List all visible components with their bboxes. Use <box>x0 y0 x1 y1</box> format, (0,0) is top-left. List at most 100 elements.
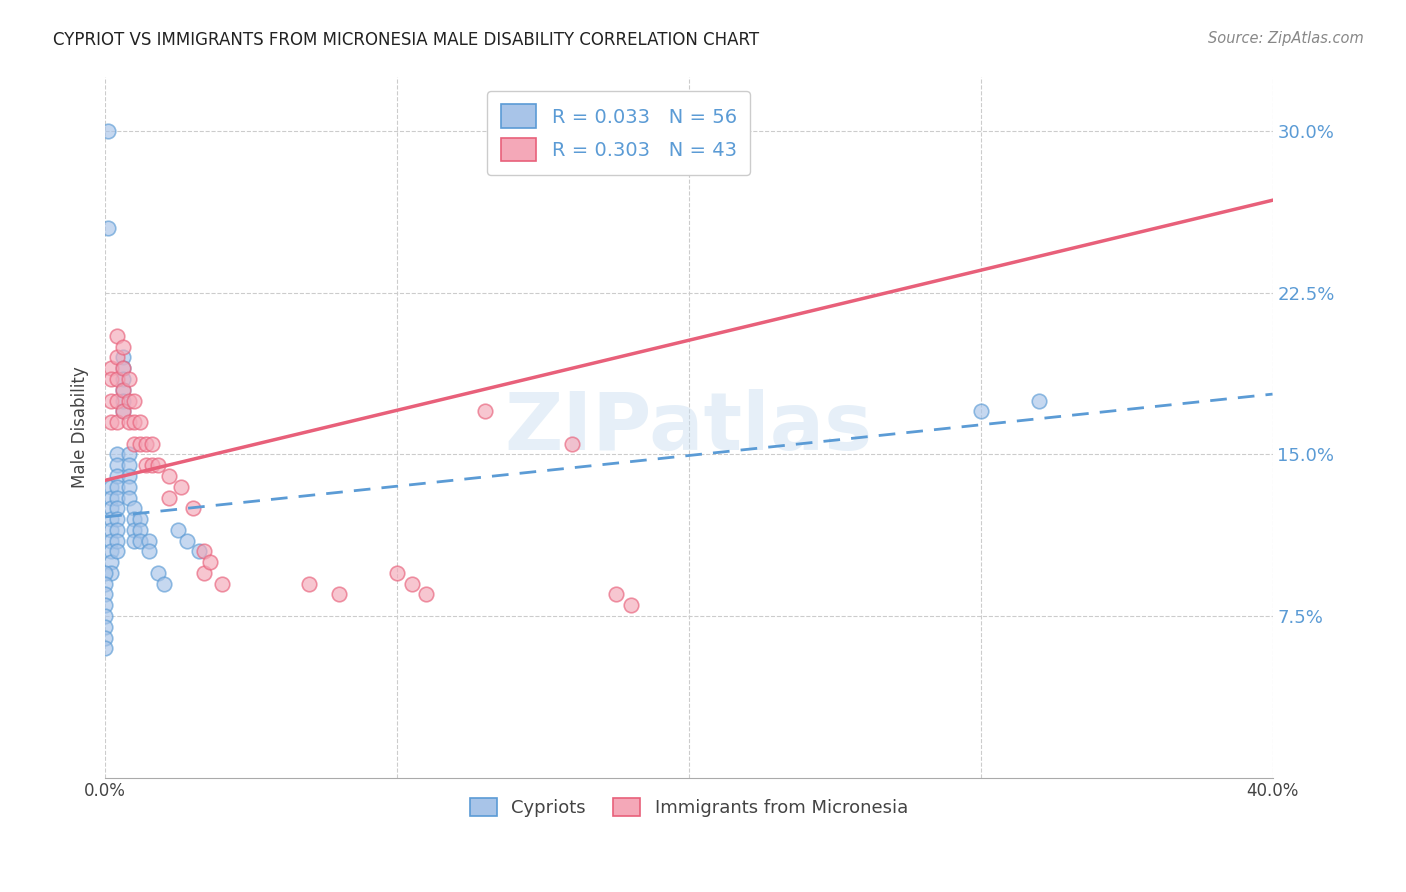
Point <box>619 599 641 613</box>
Point <box>105 329 128 343</box>
Point <box>211 576 233 591</box>
Point <box>111 383 134 397</box>
Point <box>129 523 152 537</box>
Point <box>100 361 122 376</box>
Point <box>105 512 128 526</box>
Point <box>100 566 122 580</box>
Point <box>111 351 134 365</box>
Point <box>94 599 117 613</box>
Point <box>129 512 152 526</box>
Point <box>100 555 122 569</box>
Point <box>105 501 128 516</box>
Point <box>117 393 139 408</box>
Point <box>94 566 117 580</box>
Point <box>111 404 134 418</box>
Point <box>157 491 180 505</box>
Point <box>117 447 139 461</box>
Point <box>124 533 146 548</box>
Point <box>97 124 120 138</box>
Point <box>152 576 174 591</box>
Point <box>94 641 117 656</box>
Point <box>117 415 139 429</box>
Point <box>117 469 139 483</box>
Point <box>105 351 128 365</box>
Text: Source: ZipAtlas.com: Source: ZipAtlas.com <box>1208 31 1364 46</box>
Point <box>105 480 128 494</box>
Point <box>111 340 134 354</box>
Point <box>187 544 209 558</box>
Y-axis label: Male Disability: Male Disability <box>72 367 89 489</box>
Legend: Cypriots, Immigrants from Micronesia: Cypriots, Immigrants from Micronesia <box>463 790 915 824</box>
Point <box>94 609 117 624</box>
Point <box>117 458 139 473</box>
Point <box>176 533 198 548</box>
Point <box>111 361 134 376</box>
Point <box>111 361 134 376</box>
Point <box>105 415 128 429</box>
Point <box>100 491 122 505</box>
Text: CYPRIOT VS IMMIGRANTS FROM MICRONESIA MALE DISABILITY CORRELATION CHART: CYPRIOT VS IMMIGRANTS FROM MICRONESIA MA… <box>53 31 759 49</box>
Point <box>111 404 134 418</box>
Point <box>124 523 146 537</box>
Point <box>94 620 117 634</box>
Point <box>124 436 146 450</box>
Point <box>157 469 180 483</box>
Point <box>135 436 157 450</box>
Point <box>401 576 423 591</box>
Point <box>117 491 139 505</box>
Point <box>100 501 122 516</box>
Point <box>193 566 215 580</box>
Point <box>298 576 321 591</box>
Point <box>100 544 122 558</box>
Point <box>105 491 128 505</box>
Point <box>1028 393 1050 408</box>
Point <box>181 501 204 516</box>
Point <box>94 631 117 645</box>
Point <box>605 587 627 601</box>
Point <box>146 458 169 473</box>
Point <box>105 447 128 461</box>
Point <box>105 393 128 408</box>
Point <box>167 523 190 537</box>
Point <box>94 587 117 601</box>
Point <box>100 523 122 537</box>
Point <box>193 544 215 558</box>
Point <box>100 480 122 494</box>
Point <box>129 415 152 429</box>
Point <box>105 523 128 537</box>
Point <box>146 566 169 580</box>
Point <box>415 587 437 601</box>
Point <box>105 469 128 483</box>
Point <box>328 587 350 601</box>
Point <box>141 458 163 473</box>
Point <box>561 436 583 450</box>
Point <box>117 372 139 386</box>
Point <box>135 458 157 473</box>
Point <box>124 512 146 526</box>
Point <box>100 415 122 429</box>
Point <box>124 415 146 429</box>
Point <box>170 480 193 494</box>
Point <box>111 372 134 386</box>
Point <box>124 393 146 408</box>
Point <box>111 383 134 397</box>
Point <box>970 404 993 418</box>
Point <box>105 544 128 558</box>
Point <box>105 372 128 386</box>
Point <box>117 480 139 494</box>
Point <box>105 533 128 548</box>
Point <box>129 533 152 548</box>
Point <box>138 544 160 558</box>
Point <box>97 221 120 235</box>
Point <box>385 566 408 580</box>
Point <box>200 555 222 569</box>
Point <box>474 404 496 418</box>
Point <box>100 372 122 386</box>
Point <box>129 436 152 450</box>
Point <box>105 458 128 473</box>
Point <box>100 393 122 408</box>
Point <box>111 393 134 408</box>
Point <box>141 436 163 450</box>
Text: ZIPatlas: ZIPatlas <box>505 389 873 467</box>
Point <box>124 501 146 516</box>
